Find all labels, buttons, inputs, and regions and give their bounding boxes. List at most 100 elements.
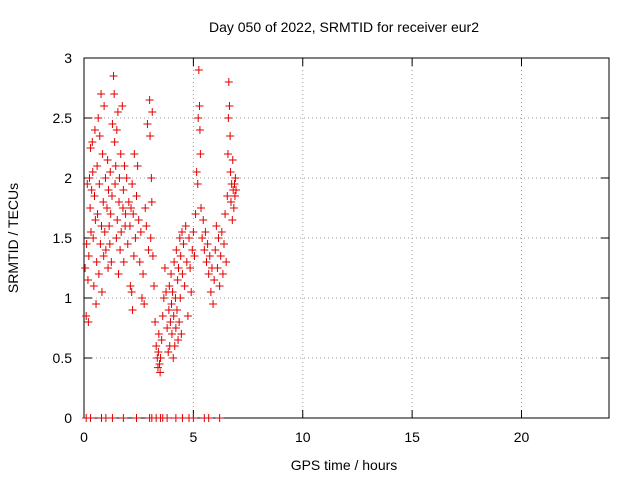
data-point: [218, 270, 227, 278]
data-point: [89, 234, 98, 242]
data-point: [81, 264, 90, 272]
y-tick-label: 1.5: [53, 230, 73, 246]
data-point: [155, 360, 164, 368]
y-tick-label: 1: [64, 290, 72, 306]
y-tick-label: 3: [64, 50, 72, 66]
y-axis-label: SRMTID / TECUs: [5, 183, 21, 293]
data-point: [91, 216, 100, 224]
data-point: [185, 234, 193, 242]
data-point: [131, 234, 140, 242]
data-point: [172, 246, 181, 254]
data-point: [224, 114, 233, 122]
data-point: [224, 78, 233, 86]
data-point: [164, 348, 173, 356]
data-point: [92, 258, 101, 266]
data-point: [127, 204, 136, 212]
data-point: [129, 252, 138, 260]
data-point: [136, 228, 145, 236]
data-point: [133, 162, 142, 170]
data-point: [210, 276, 219, 284]
data-point: [212, 222, 221, 230]
data-point: [181, 222, 190, 230]
data-point: [97, 222, 106, 230]
data-point: [194, 66, 203, 74]
data-point: [141, 204, 150, 212]
data-point: [115, 198, 123, 206]
data-point: [211, 246, 220, 254]
data-point: [204, 270, 213, 278]
data-point: [173, 276, 182, 284]
data-point: [99, 198, 108, 206]
data-point: [222, 258, 231, 266]
data-point: [125, 222, 134, 230]
data-point: [146, 234, 155, 242]
data-point: [124, 198, 133, 206]
x-tick-label: 5: [189, 429, 197, 445]
data-point: [170, 342, 179, 350]
data-point: [223, 150, 232, 158]
data-point: [107, 258, 116, 266]
data-point: [139, 270, 148, 278]
data-point: [225, 102, 234, 110]
data-point: [174, 336, 183, 344]
data-point: [116, 150, 125, 158]
data-point: [93, 162, 102, 170]
data-point: [98, 150, 107, 158]
data-point: [201, 228, 210, 236]
data-point: [209, 300, 218, 308]
data-point: [140, 300, 149, 308]
data-point: [119, 414, 128, 422]
data-point: [191, 210, 200, 218]
data-point: [166, 318, 175, 326]
data-point: [120, 162, 129, 170]
y-tick-label: 2.5: [53, 110, 73, 126]
data-point: [90, 192, 99, 200]
data-point: [213, 264, 222, 272]
data-point: [178, 270, 187, 278]
data-point: [174, 264, 183, 272]
data-point: [113, 216, 122, 224]
data-point: [154, 330, 163, 338]
data-point: [101, 174, 110, 182]
data-point: [167, 270, 176, 278]
x-axis-label: GPS time / hours: [291, 457, 398, 473]
data-point: [134, 216, 143, 224]
data-point: [217, 228, 226, 236]
data-point: [119, 258, 128, 266]
data-point: [202, 258, 211, 266]
data-point: [132, 192, 141, 200]
data-point: [111, 162, 120, 170]
data-point: [151, 318, 160, 326]
data-point: [95, 180, 104, 188]
data-point: [83, 276, 92, 284]
data-point: [115, 174, 124, 182]
data-point: [100, 228, 109, 236]
data-point: [111, 180, 120, 188]
y-tick-label: 2: [64, 170, 72, 186]
data-point: [228, 216, 237, 224]
data-point: [159, 294, 168, 302]
data-point: [100, 102, 109, 110]
data-point: [118, 102, 127, 110]
data-point: [169, 312, 178, 320]
data-point: [128, 180, 137, 188]
data-point: [196, 150, 205, 158]
data-point: [97, 90, 106, 98]
data-point: [84, 252, 93, 260]
data-point: [88, 138, 97, 146]
data-point: [206, 288, 215, 296]
data-point: [99, 252, 108, 260]
data-point: [126, 282, 135, 290]
data-point: [145, 96, 154, 104]
data-point: [197, 204, 206, 212]
data-point: [182, 258, 191, 266]
y-tick-label: 0.5: [53, 350, 73, 366]
data-point: [158, 312, 167, 320]
data-point: [167, 300, 176, 308]
data-point: [230, 180, 239, 188]
data-point: [101, 246, 110, 254]
data-point: [160, 264, 169, 272]
data-point: [171, 324, 180, 332]
data-point: [226, 168, 235, 176]
data-point: [148, 108, 157, 116]
